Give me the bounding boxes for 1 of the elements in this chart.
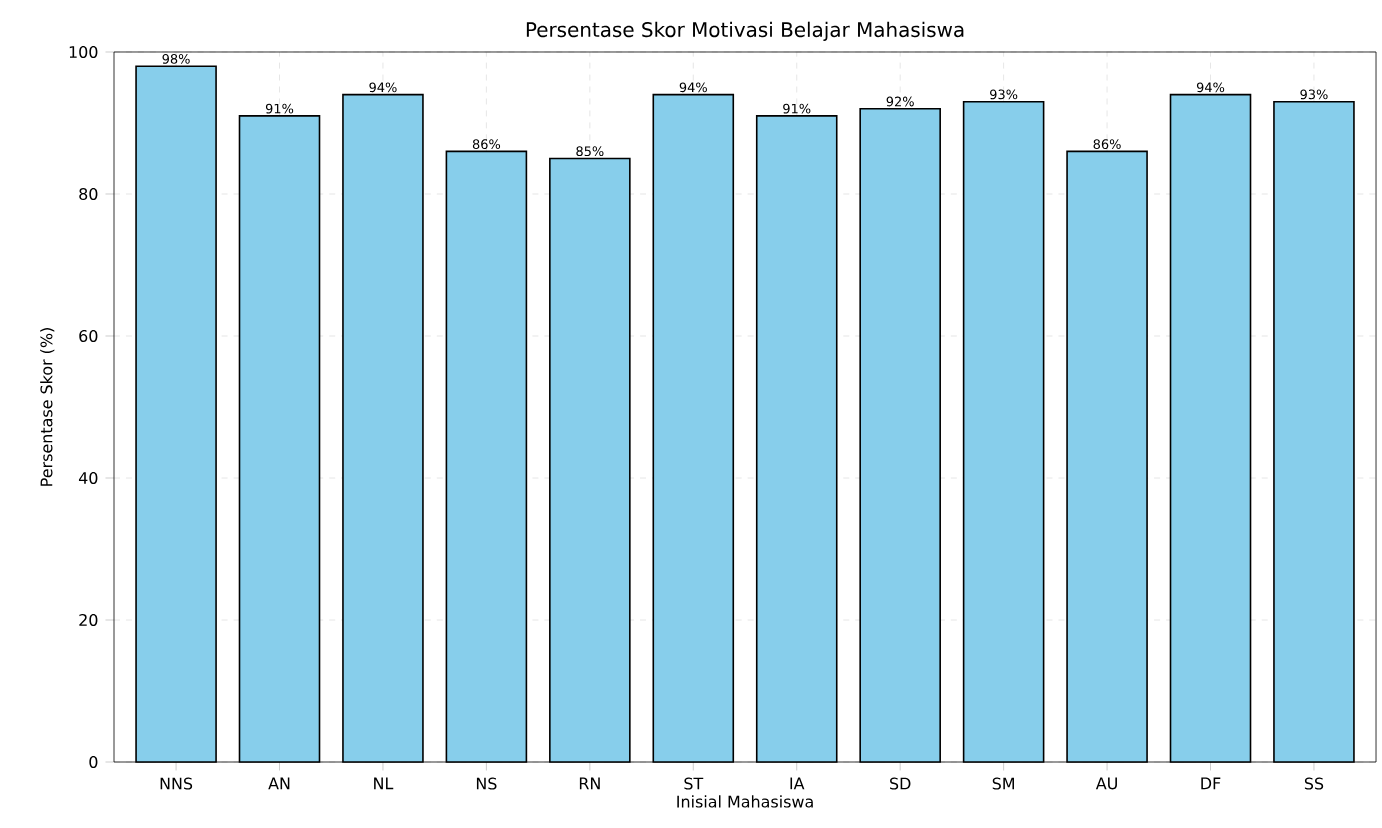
chart-title: Persentase Skor Motivasi Belajar Mahasiswa bbox=[526, 21, 964, 42]
